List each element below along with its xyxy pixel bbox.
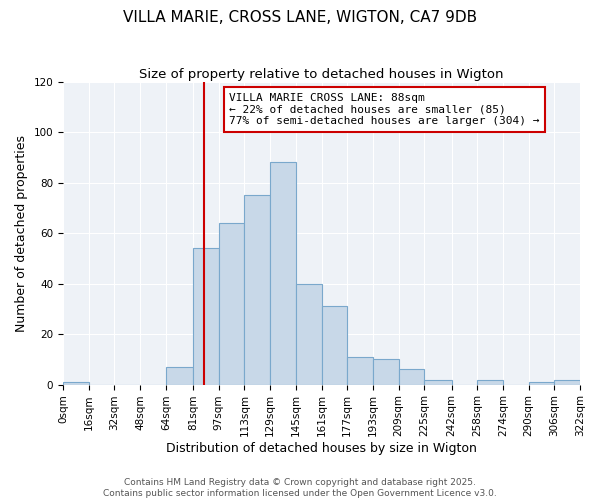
Bar bbox=[398, 370, 424, 384]
Bar bbox=[219, 223, 244, 384]
Text: VILLA MARIE CROSS LANE: 88sqm
← 22% of detached houses are smaller (85)
77% of s: VILLA MARIE CROSS LANE: 88sqm ← 22% of d… bbox=[229, 93, 540, 126]
Bar bbox=[193, 248, 219, 384]
Bar bbox=[270, 162, 296, 384]
Bar bbox=[244, 196, 270, 384]
Bar bbox=[322, 306, 347, 384]
Bar bbox=[347, 357, 373, 384]
Bar bbox=[554, 380, 580, 384]
Text: VILLA MARIE, CROSS LANE, WIGTON, CA7 9DB: VILLA MARIE, CROSS LANE, WIGTON, CA7 9DB bbox=[123, 10, 477, 25]
Title: Size of property relative to detached houses in Wigton: Size of property relative to detached ho… bbox=[139, 68, 504, 80]
Bar bbox=[529, 382, 554, 384]
Bar bbox=[296, 284, 322, 384]
Bar bbox=[477, 380, 503, 384]
Bar bbox=[424, 380, 452, 384]
Bar bbox=[373, 360, 398, 384]
X-axis label: Distribution of detached houses by size in Wigton: Distribution of detached houses by size … bbox=[166, 442, 477, 455]
Y-axis label: Number of detached properties: Number of detached properties bbox=[15, 134, 28, 332]
Bar bbox=[63, 382, 89, 384]
Text: Contains HM Land Registry data © Crown copyright and database right 2025.
Contai: Contains HM Land Registry data © Crown c… bbox=[103, 478, 497, 498]
Bar bbox=[166, 367, 193, 384]
